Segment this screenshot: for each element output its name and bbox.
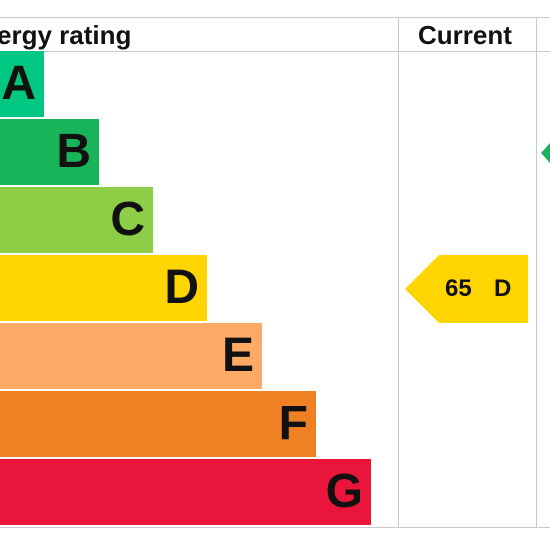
- grid-bottom-line: [0, 527, 550, 528]
- grid-divider-current-potential: [536, 17, 537, 528]
- band-e-letter: E: [221, 329, 254, 382]
- current-column-header: Current: [418, 20, 512, 50]
- current-rating-score: 65: [445, 275, 472, 302]
- band-d-letter: D: [164, 261, 199, 314]
- band-f-letter: F: [278, 397, 308, 450]
- grid-divider-rating-current: [398, 17, 399, 528]
- band-a: A: [0, 51, 44, 117]
- band-g-letter: G: [325, 465, 363, 518]
- band-b: B: [0, 119, 99, 185]
- grid-top-line: [0, 17, 550, 18]
- band-g: G: [0, 459, 371, 525]
- band-b-letter: B: [56, 125, 91, 178]
- band-d: D: [0, 255, 207, 321]
- band-f: F: [0, 391, 316, 457]
- band-c: C: [0, 187, 153, 253]
- grid-header-line: [0, 51, 550, 52]
- current-rating-arrow-shape: [405, 255, 528, 323]
- energy-rating-header: ergy rating: [0, 20, 132, 50]
- potential-rating-arrow-shape: [541, 143, 550, 163]
- current-rating-band: D: [494, 275, 512, 302]
- band-e: E: [0, 323, 262, 389]
- band-c-letter: C: [110, 193, 145, 246]
- potential-rating-arrow: [541, 139, 550, 167]
- current-rating-arrow: 65 D: [405, 255, 528, 323]
- band-a-letter: A: [1, 57, 36, 110]
